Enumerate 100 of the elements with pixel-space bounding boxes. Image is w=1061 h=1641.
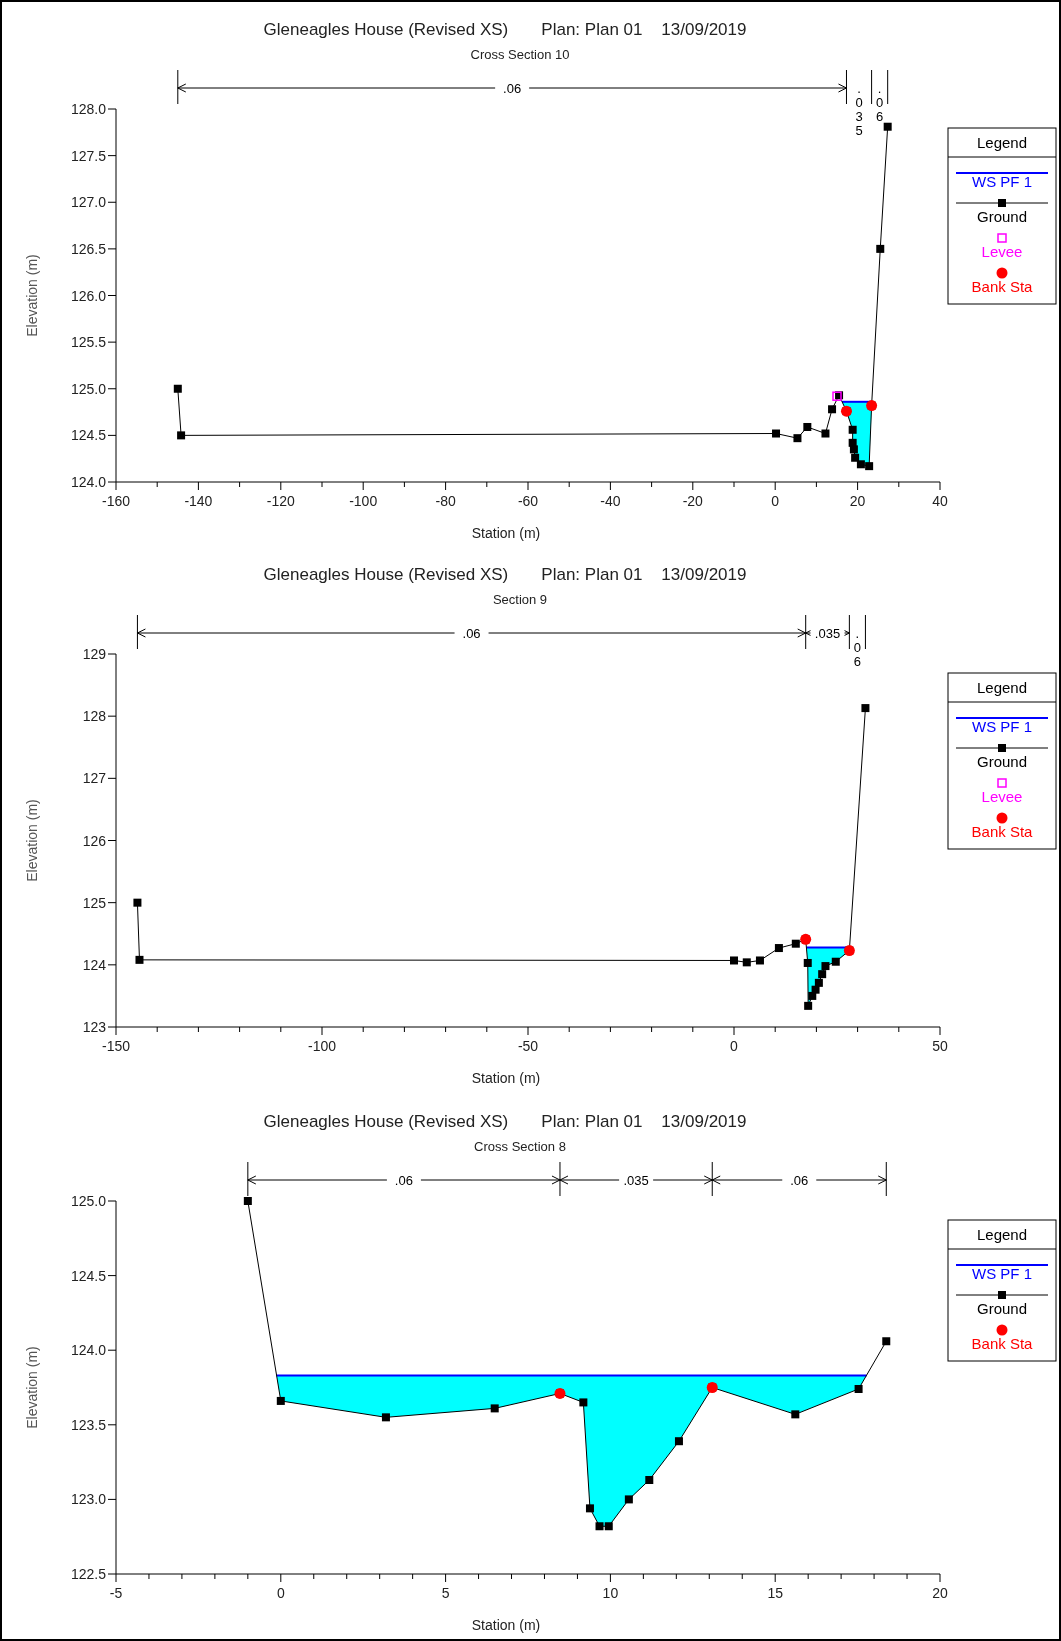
text: .06 [790, 1173, 809, 1188]
y-axis-title: Elevation (m) [24, 799, 40, 882]
y-tick-label: 129 [82, 646, 107, 662]
point [814, 978, 823, 987]
legend-label: Ground [976, 208, 1028, 225]
point [490, 1404, 499, 1413]
point [854, 1384, 863, 1393]
x-tick-label: -40 [600, 493, 621, 509]
legend-label: Ground [976, 753, 1028, 770]
y-axis-title: Elevation (m) [24, 1346, 40, 1429]
point [856, 460, 865, 469]
point [173, 384, 182, 393]
x-tick-label: 5 [441, 1585, 450, 1601]
x-tick-label: -80 [435, 493, 456, 509]
chart-title: Gleneagles House (Revised XS) Plan: Plan 01 13/09/2019 [263, 565, 747, 584]
legend-title: Legend [976, 679, 1028, 696]
y-tick-label: 125.0 [70, 380, 107, 397]
point [803, 958, 812, 967]
x-axis-title: Station (m) [471, 1070, 541, 1086]
x-axis-title: Station (m) [471, 1617, 541, 1633]
legend-title: Legend [976, 134, 1028, 151]
point [876, 244, 885, 253]
point [849, 445, 858, 454]
point [774, 944, 783, 953]
point [831, 957, 840, 966]
annotation: .035 [855, 81, 863, 138]
point [821, 962, 830, 971]
point [861, 704, 870, 713]
y-tick-label: 127.0 [70, 194, 107, 211]
legend-label: Ground [976, 1300, 1028, 1317]
text: WS PF 1 [971, 173, 1033, 190]
legend-label: Levee [981, 243, 1023, 260]
y-tick-label: 127 [82, 770, 107, 787]
x-tick-label: 20 [849, 493, 866, 509]
point [742, 958, 751, 967]
point [848, 425, 857, 434]
point [804, 1001, 813, 1010]
y-tick-label: 124.5 [70, 427, 107, 444]
y-tick-label: 127.5 [70, 147, 107, 164]
legend-label: Bank Sta [971, 278, 1034, 295]
y-tick-label: 124.5 [70, 1267, 107, 1284]
text: .06 [462, 626, 481, 641]
point [730, 956, 738, 965]
x-tick-label: -60 [517, 493, 539, 509]
point [604, 1522, 613, 1531]
x-tick-label: -140 [184, 493, 213, 509]
point [381, 1413, 390, 1422]
x-tick-label: -50 [517, 1038, 539, 1054]
y-tick-label: 124.0 [70, 1342, 107, 1359]
y-tick-label: 128 [82, 708, 107, 725]
x-tick-label: 15 [767, 1585, 784, 1601]
x-tick-label: 40 [932, 493, 948, 509]
y-tick-label: 125 [82, 894, 107, 911]
x-tick-label: -100 [349, 493, 378, 509]
chart-title: Gleneagles House (Revised XS) Plan: Plan 01 13/09/2019 [263, 1112, 747, 1131]
chart-title: Gleneagles House (Revised XS) Plan: Plan 01 13/09/2019 [263, 20, 747, 39]
y-tick-label: 124 [82, 956, 107, 973]
point [624, 1495, 633, 1504]
x-tick-label: 0 [276, 1585, 285, 1601]
point [803, 422, 812, 431]
text: WS PF 1 [971, 718, 1033, 735]
point [883, 122, 892, 131]
point [828, 405, 837, 414]
y-tick-label: 128.0 [70, 101, 107, 117]
point [135, 955, 144, 964]
chart-subtitle: Section 9 [492, 592, 548, 607]
y-tick-label: 124.0 [70, 474, 107, 490]
chart-subtitle: Cross Section 8 [474, 1139, 566, 1154]
x-tick-label: -100 [307, 1038, 337, 1054]
point [585, 1504, 594, 1513]
x-tick-label: -5 [109, 1585, 123, 1601]
legend-label: Bank Sta [971, 823, 1034, 840]
point [851, 453, 860, 462]
point [243, 1197, 252, 1205]
text: .035 [814, 626, 841, 641]
y-tick-label: 122.5 [70, 1566, 107, 1582]
point [882, 1337, 891, 1346]
x-tick-label: 50 [932, 1038, 948, 1054]
legend-label: Bank Sta [971, 1335, 1034, 1352]
point [865, 462, 874, 471]
x-tick-label: 0 [730, 1038, 739, 1054]
x-tick-label: -120 [266, 493, 296, 509]
point [793, 434, 802, 443]
x-tick-label: -150 [101, 1038, 131, 1054]
y-tick-label: 123.0 [70, 1491, 107, 1508]
text: .06 [503, 81, 522, 96]
x-axis-title: Station (m) [471, 525, 541, 541]
y-tick-label: 126.0 [70, 287, 107, 304]
text: .035 [623, 1173, 649, 1188]
y-tick-label: 125.0 [70, 1193, 107, 1209]
text: .06 [394, 1173, 413, 1188]
point [791, 1410, 800, 1419]
point [811, 985, 820, 994]
y-axis-title: Elevation (m) [24, 254, 40, 337]
annotation: .06 [853, 626, 862, 669]
point [133, 898, 142, 907]
point [177, 431, 186, 440]
point [276, 1396, 285, 1405]
point [821, 429, 830, 438]
y-tick-label: 126.5 [70, 240, 107, 257]
